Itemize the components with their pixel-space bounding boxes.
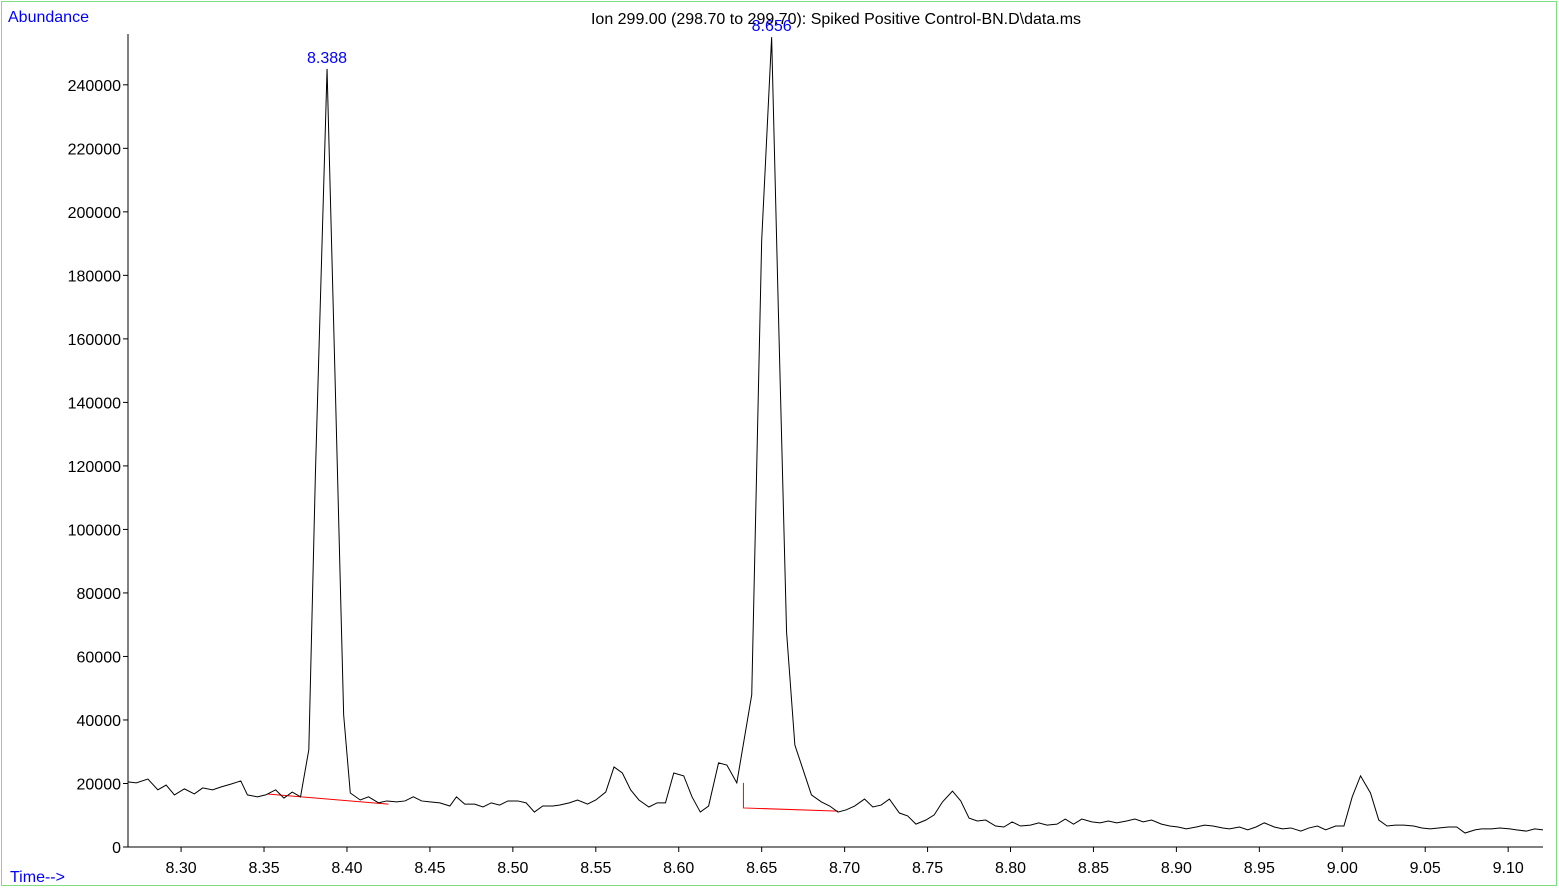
y-tick-label: 220000 xyxy=(68,141,121,158)
x-tick-label: 8.75 xyxy=(912,860,943,877)
y-tick-label: 160000 xyxy=(68,332,121,349)
x-tick-label: 8.80 xyxy=(995,860,1026,877)
y-tick-label: 120000 xyxy=(68,459,121,476)
y-tick-label: 180000 xyxy=(68,268,121,285)
y-tick-label: 60000 xyxy=(77,649,122,666)
x-tick-label: 9.00 xyxy=(1327,860,1358,877)
peak-label: 8.656 xyxy=(752,18,792,35)
x-tick-label: 8.60 xyxy=(663,860,694,877)
y-tick-label: 20000 xyxy=(77,776,122,793)
x-tick-label: 9.10 xyxy=(1493,860,1524,877)
x-tick-label: 8.70 xyxy=(829,860,860,877)
y-tick-label: 100000 xyxy=(68,522,121,539)
y-axis-label: Abundance xyxy=(8,9,89,26)
x-tick-label: 8.90 xyxy=(1161,860,1192,877)
integration-baseline xyxy=(742,782,839,812)
y-tick-label: 240000 xyxy=(68,78,121,95)
trace-line xyxy=(127,37,1544,834)
x-tick-label: 8.55 xyxy=(580,860,611,877)
chart-title: Ion 299.00 (298.70 to 299.70): Spiked Po… xyxy=(591,11,1081,28)
x-tick-label: 8.95 xyxy=(1244,860,1275,877)
x-tick-label: 8.40 xyxy=(331,860,362,877)
y-tick-label: 0 xyxy=(112,840,121,857)
x-tick-label: 8.45 xyxy=(414,860,445,877)
x-tick-label: 9.05 xyxy=(1410,860,1441,877)
x-tick-label: 8.85 xyxy=(1078,860,1109,877)
x-tick-label: 8.65 xyxy=(746,860,777,877)
y-tick-label: 80000 xyxy=(77,586,122,603)
peak-label: 8.388 xyxy=(307,50,347,67)
y-tick-label: 200000 xyxy=(68,205,121,222)
y-tick-label: 40000 xyxy=(77,713,122,730)
x-tick-label: 8.35 xyxy=(248,860,279,877)
y-tick-label: 140000 xyxy=(68,395,121,412)
x-tick-label: 8.50 xyxy=(497,860,528,877)
x-axis-label: Time--> xyxy=(10,869,65,886)
x-tick-label: 8.30 xyxy=(166,860,197,877)
integration-baseline xyxy=(267,793,389,805)
